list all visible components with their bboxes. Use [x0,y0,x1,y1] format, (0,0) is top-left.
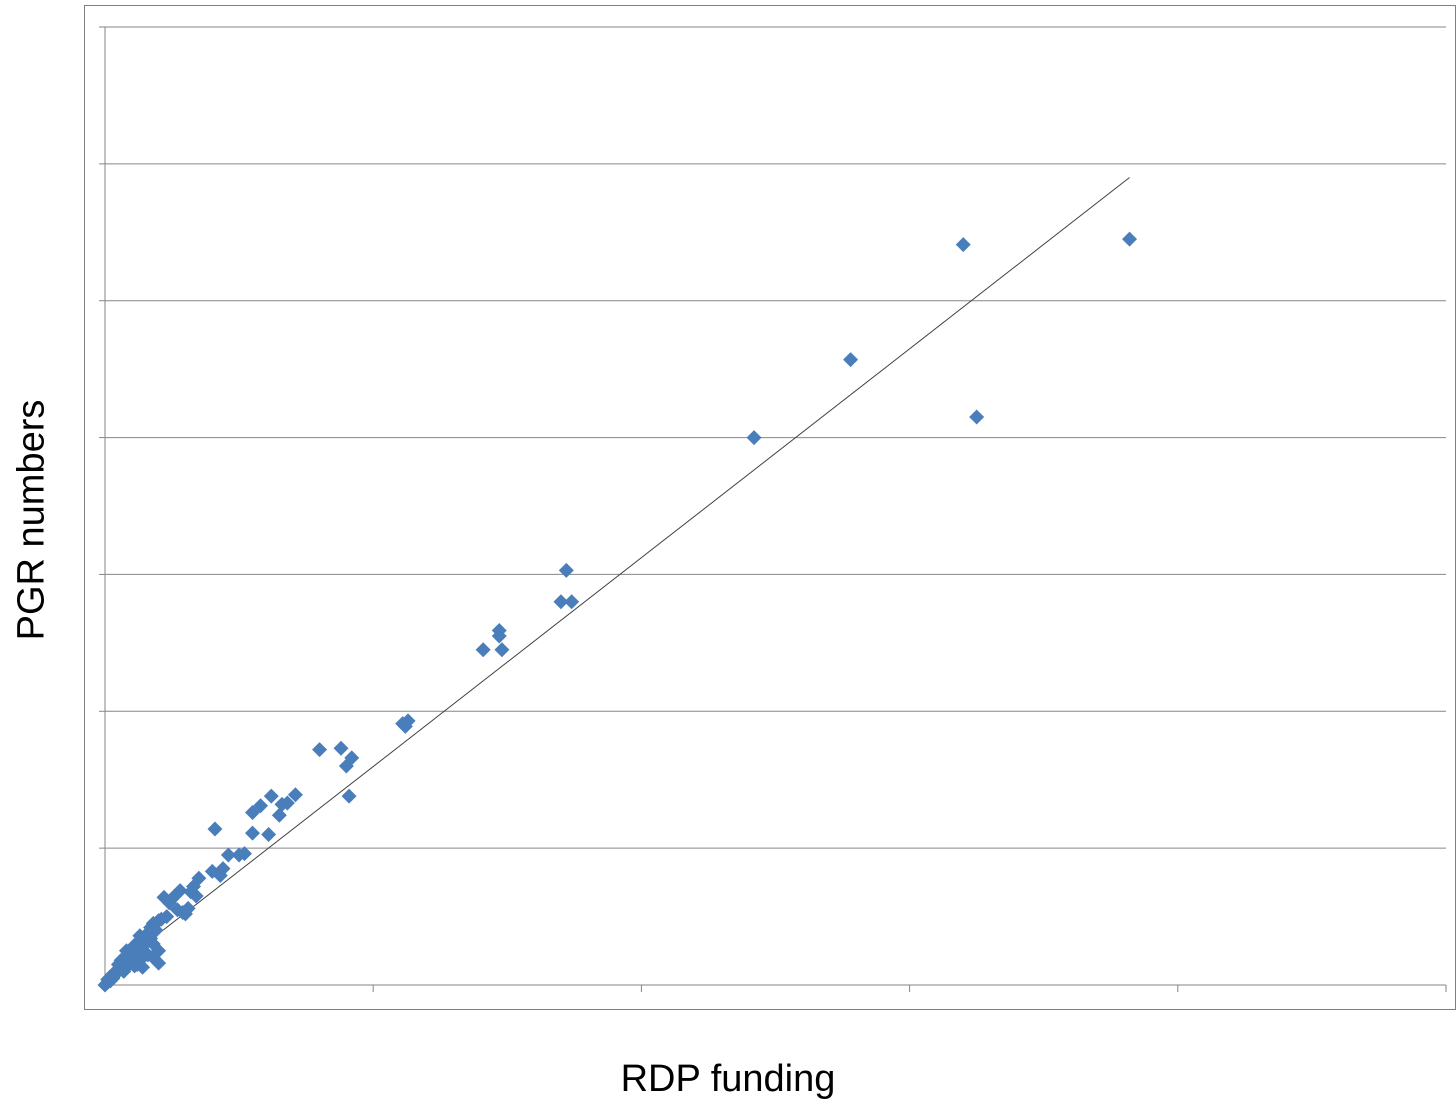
data-points [97,231,1138,993]
data-point [236,846,252,862]
data-point [312,742,328,758]
data-point [843,352,859,368]
data-point [271,807,287,823]
data-point [207,821,223,837]
x-axis-title: RDP funding [620,1058,836,1100]
data-point [132,950,148,966]
data-point [177,906,193,922]
data-point [955,237,971,253]
data-point [151,955,167,971]
data-point [969,409,985,425]
data-point [110,956,126,972]
data-point [261,826,277,842]
data-point [344,750,360,766]
data-point [153,911,169,927]
data-point [145,936,161,952]
trendline [104,177,1130,976]
data-point [494,642,510,658]
data-point [1122,231,1138,247]
data-point [746,430,762,446]
data-point [341,788,357,804]
data-point [553,594,569,610]
data-point [97,977,113,993]
chart-frame [84,5,1456,1010]
data-point [188,888,204,904]
data-point [287,787,303,803]
data-point [220,847,236,863]
axes [104,27,1447,992]
data-point [245,805,261,821]
data-point [279,795,295,811]
data-point [263,788,279,804]
data-point [475,642,491,658]
data-point [400,713,416,729]
y-axis-title: PGR numbers [10,399,53,641]
data-point [564,594,580,610]
data-point [172,883,188,899]
data-point [333,740,349,756]
data-point [491,628,507,644]
data-point [245,825,261,841]
data-point [558,562,574,578]
data-point [253,798,269,814]
trendline-line [104,177,1130,976]
data-point [212,868,228,884]
gridlines [99,26,1446,849]
